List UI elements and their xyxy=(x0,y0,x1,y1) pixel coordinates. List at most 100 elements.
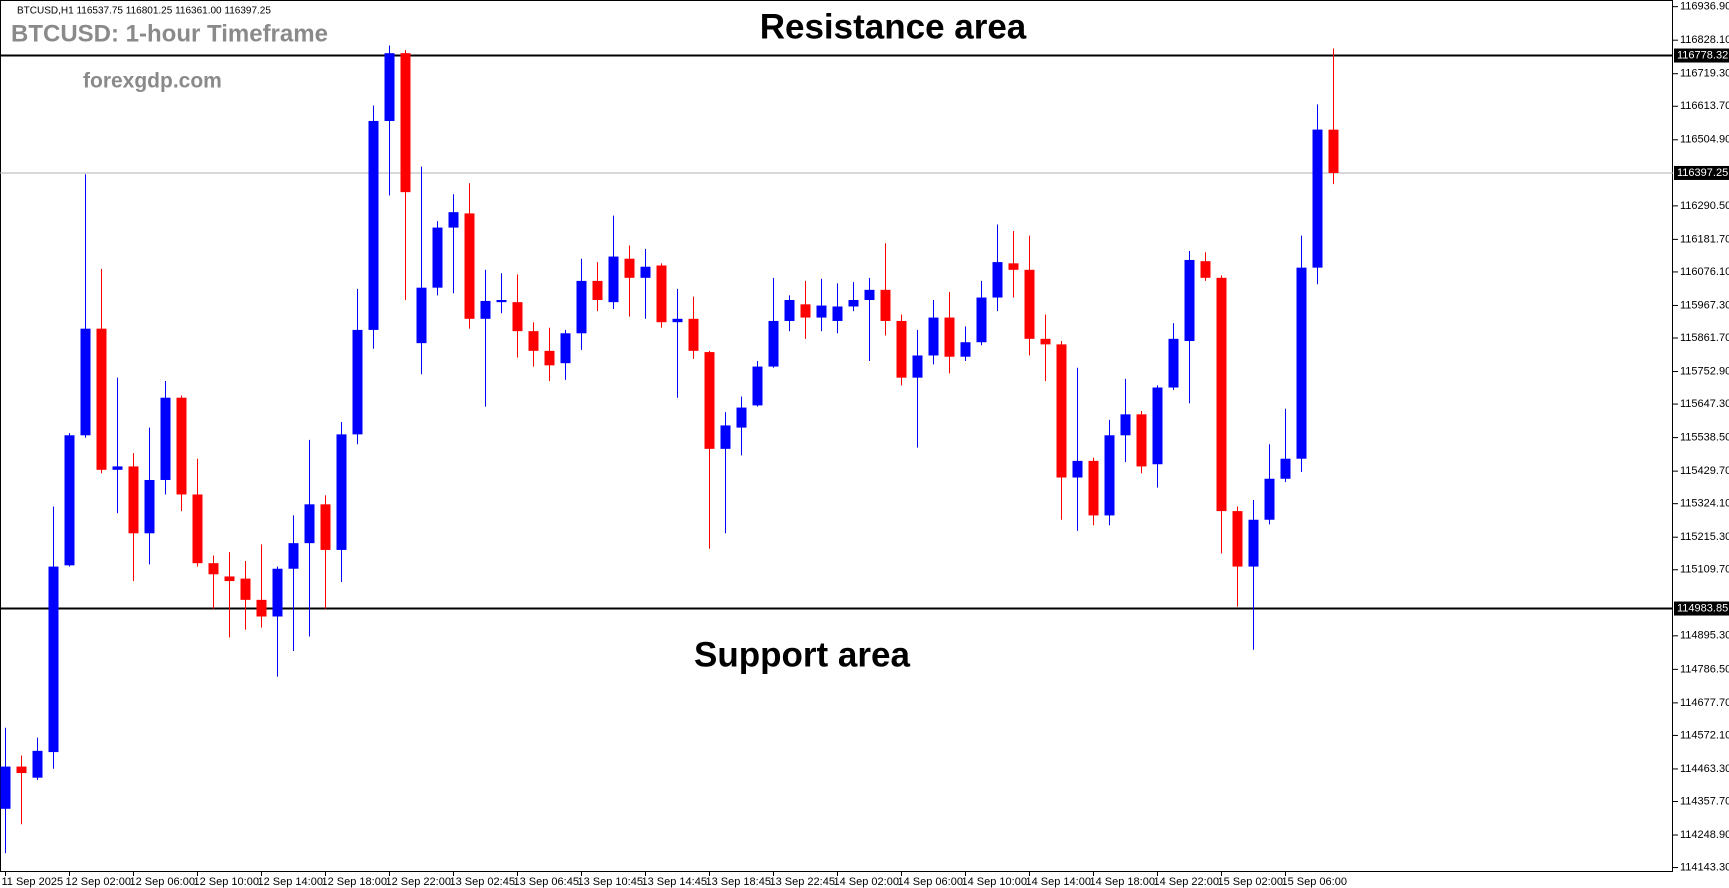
candle-body xyxy=(176,397,187,495)
candle-body xyxy=(224,576,235,582)
y-tick-label: 115967.30 xyxy=(1680,299,1729,311)
candle-body xyxy=(1152,387,1163,465)
candle-body xyxy=(800,304,811,318)
candle-body xyxy=(752,366,763,406)
candle-body xyxy=(1056,344,1067,478)
candle-body xyxy=(192,494,203,564)
candle-body xyxy=(384,53,395,121)
candle-body xyxy=(208,563,219,575)
candle-body xyxy=(784,300,795,321)
candle-body xyxy=(736,407,747,428)
candle-body xyxy=(928,317,939,356)
candle-body xyxy=(1168,338,1179,388)
y-tick-label: 115215.30 xyxy=(1680,531,1729,543)
candle-body xyxy=(1312,129,1323,268)
x-tick-label: 13 Sep 06:45 xyxy=(514,876,579,888)
y-tick-label: 115752.90 xyxy=(1680,365,1729,377)
candle-body xyxy=(16,766,27,774)
candle-body xyxy=(304,504,315,544)
candle-body xyxy=(896,320,907,378)
candle-body xyxy=(1008,263,1019,270)
candle-body xyxy=(160,397,171,480)
candle-body xyxy=(1088,460,1099,516)
x-tick-label: 12 Sep 06:00 xyxy=(130,876,195,888)
candle-body xyxy=(672,318,683,323)
y-tick-label: 116719.30 xyxy=(1680,68,1729,80)
y-tick-label: 116076.10 xyxy=(1680,266,1729,278)
x-tick-label: 13 Sep 10:45 xyxy=(578,876,643,888)
candle-body xyxy=(864,289,875,301)
candle-body xyxy=(464,213,475,319)
candle-body xyxy=(432,227,443,288)
x-tick-label: 14 Sep 10:00 xyxy=(962,876,1027,888)
plot-frame xyxy=(0,0,1673,872)
candle-body xyxy=(1216,277,1227,512)
candle-body xyxy=(1120,414,1131,436)
support-price-box xyxy=(1674,601,1729,616)
candle-body xyxy=(720,425,731,449)
candle-body xyxy=(368,120,379,330)
y-tick-label: 115861.70 xyxy=(1680,332,1729,344)
candle-body xyxy=(336,434,347,550)
candle-body xyxy=(944,317,955,357)
y-tick-label: 114248.90 xyxy=(1680,829,1729,841)
x-tick-label: 15 Sep 06:00 xyxy=(1282,876,1347,888)
candle-body xyxy=(624,258,635,278)
resistance-price-box xyxy=(1674,48,1729,63)
candle-body xyxy=(288,543,299,569)
candle-body xyxy=(400,53,411,193)
candle-body xyxy=(1072,460,1083,478)
candle-body xyxy=(512,302,523,332)
watermark: forexgdp.com xyxy=(83,70,222,93)
x-tick-label: 12 Sep 22:00 xyxy=(386,876,451,888)
y-tick-label: 116613.70 xyxy=(1680,100,1729,112)
y-tick-label: 116504.90 xyxy=(1680,134,1729,146)
x-tick-label: 11 Sep 2025 xyxy=(2,876,64,888)
x-tick-label: 12 Sep 14:00 xyxy=(258,876,323,888)
x-tick-label: 14 Sep 14:00 xyxy=(1026,876,1091,888)
candle-body xyxy=(112,466,123,470)
candle-body xyxy=(592,280,603,301)
candle-body xyxy=(640,266,651,278)
last_price-price-label: 116397.25 xyxy=(1677,167,1728,179)
y-tick-label: 115538.50 xyxy=(1680,432,1729,444)
candle-body xyxy=(1184,259,1195,341)
candle-body xyxy=(576,280,587,334)
y-tick-label: 116290.50 xyxy=(1680,200,1729,212)
y-tick-label: 114463.30 xyxy=(1680,763,1729,775)
x-tick-label: 14 Sep 06:00 xyxy=(898,876,963,888)
candle-body xyxy=(64,435,75,566)
x-tick-label: 14 Sep 18:00 xyxy=(1090,876,1155,888)
y-tick-label: 115647.30 xyxy=(1680,398,1729,410)
y-tick-label: 115324.10 xyxy=(1680,498,1729,510)
x-tick-label: 13 Sep 14:45 xyxy=(642,876,707,888)
x-tick-label: 12 Sep 10:00 xyxy=(194,876,259,888)
candle-body xyxy=(560,333,571,364)
candle-body xyxy=(1200,261,1211,278)
candle-body xyxy=(240,578,251,600)
candle-body xyxy=(688,318,699,351)
candle-body xyxy=(1232,511,1243,567)
candle-body xyxy=(352,329,363,435)
candle-body xyxy=(544,350,555,366)
candle-body xyxy=(272,568,283,617)
y-tick-label: 114357.70 xyxy=(1680,795,1729,807)
candle-body xyxy=(320,504,331,550)
candle-body xyxy=(1024,269,1035,339)
x-tick-label: 13 Sep 02:45 xyxy=(450,876,515,888)
candle-body xyxy=(1280,458,1291,479)
candle-body xyxy=(1248,519,1259,567)
candle-body xyxy=(704,352,715,449)
x-tick-label: 12 Sep 02:00 xyxy=(66,876,131,888)
candle-body xyxy=(960,342,971,357)
candle-body xyxy=(832,306,843,321)
candle-body xyxy=(1104,435,1115,516)
candle-body xyxy=(80,328,91,436)
y-tick-label: 114143.30 xyxy=(1680,861,1729,873)
y-tick-label: 115429.70 xyxy=(1680,465,1729,477)
candle-body xyxy=(256,599,267,617)
y-tick-label: 116936.90 xyxy=(1680,1,1729,13)
x-tick-label: 14 Sep 02:00 xyxy=(834,876,899,888)
x-tick-label: 12 Sep 18:00 xyxy=(322,876,387,888)
header: BTCUSD,H1 116537.75 116801.25 116361.00 … xyxy=(17,6,271,17)
